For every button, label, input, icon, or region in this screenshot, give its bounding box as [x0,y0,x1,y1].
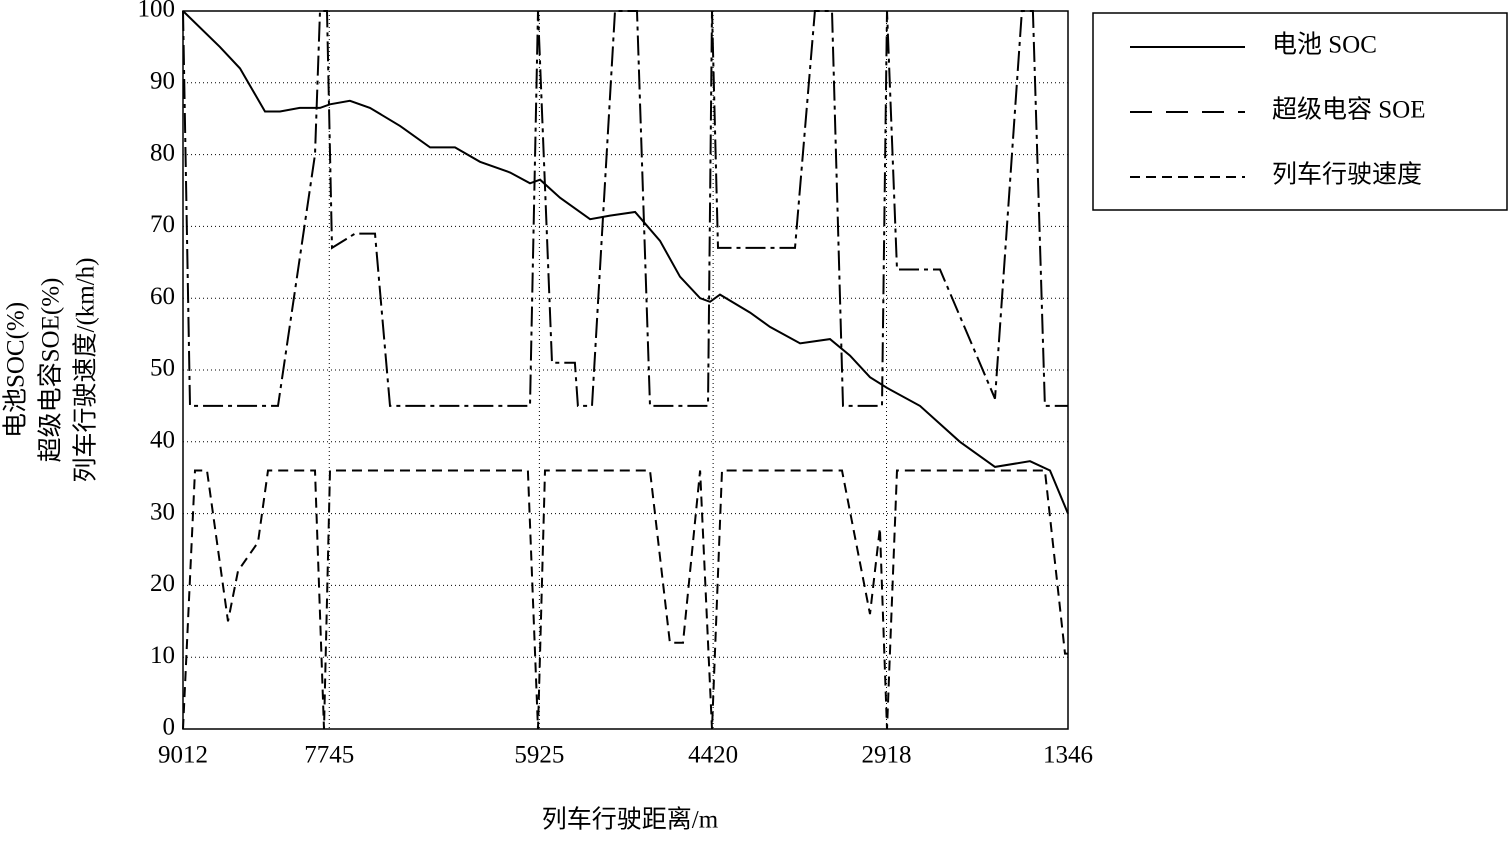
y-tick-label: 60 [150,283,175,310]
x-tick-label: 7745 [304,742,354,769]
legend-label: 列车行驶速度 [1272,161,1422,189]
legend-label: 电池 SOC [1272,31,1377,59]
y-tick-label: 0 [163,714,176,741]
y-tick-label: 100 [138,0,176,23]
legend-label: 超级电容 SOE [1272,96,1425,124]
x-axis-label: 列车行驶距离/m [542,806,719,834]
series-line [182,10,1069,514]
y-tick-label: 70 [150,211,175,238]
y-tick-label: 50 [150,355,175,382]
y-axis-label: 超级电容SOE(%) [37,278,65,463]
y-axis-label: 列车行驶速度/(km/h) [72,258,100,483]
y-tick-label: 90 [150,68,175,95]
series-line [182,469,1068,730]
x-tick-label: 9012 [158,742,208,769]
x-tick-label: 2918 [862,742,912,769]
series-line [182,10,1068,407]
x-tick-label: 4420 [688,742,738,769]
x-tick-label: 5925 [514,742,564,769]
y-tick-label: 40 [150,427,175,454]
x-tick-label: 1346 [1043,742,1093,769]
y-tick-label: 20 [150,570,175,597]
y-tick-label: 10 [150,642,175,669]
y-tick-label: 80 [150,139,175,166]
y-tick-label: 30 [150,498,175,525]
y-axis-label: 电池SOC(%) [2,302,30,438]
